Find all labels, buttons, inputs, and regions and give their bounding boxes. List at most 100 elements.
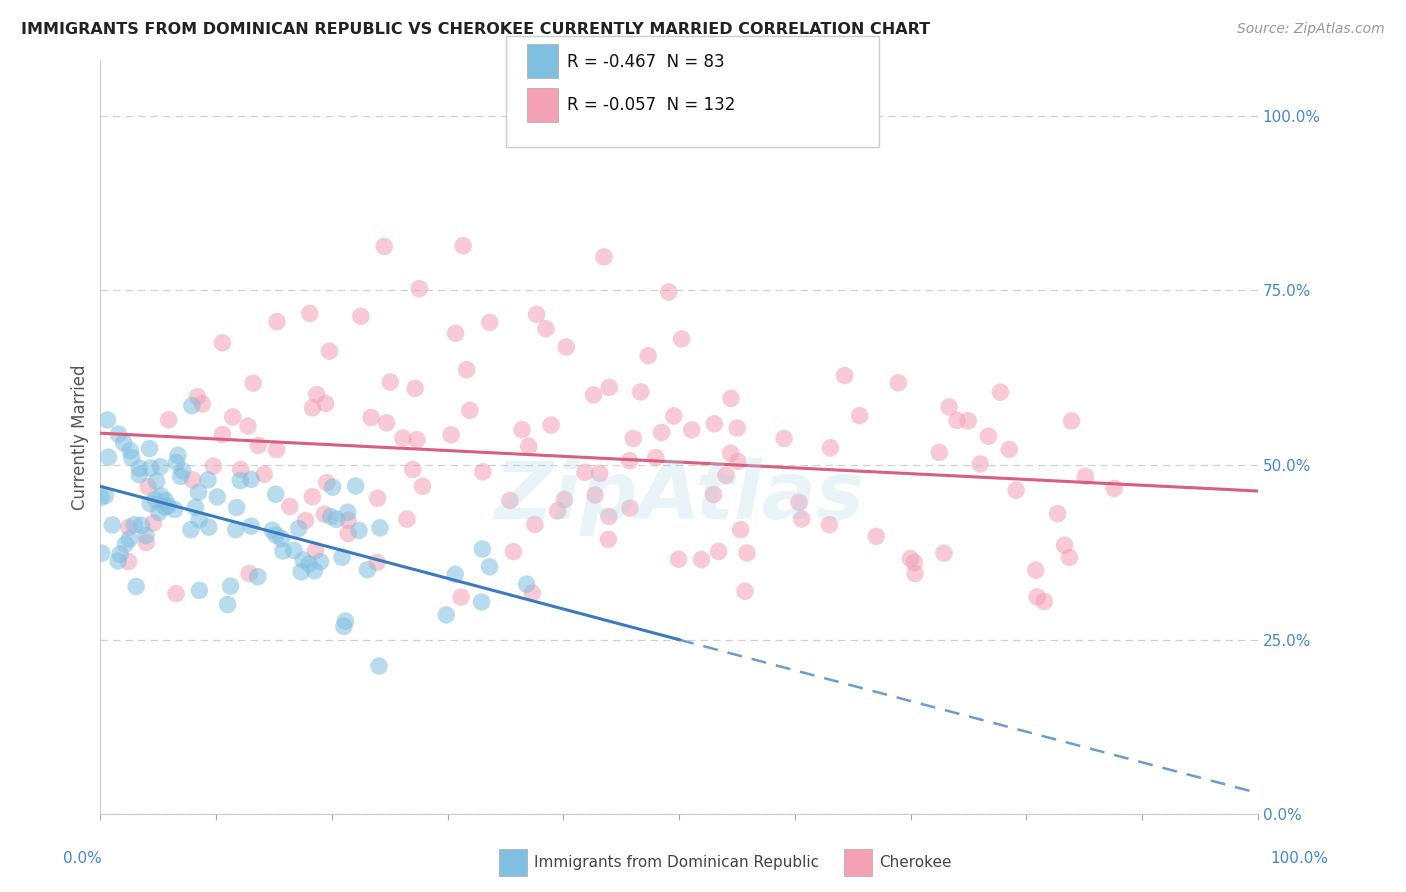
- Point: [1026, 590, 1049, 604]
- Point: [690, 552, 713, 566]
- Point: [651, 425, 673, 440]
- Point: [681, 423, 703, 437]
- Point: [292, 553, 315, 567]
- Point: [301, 401, 323, 415]
- Point: [165, 455, 187, 469]
- Point: [408, 282, 430, 296]
- Point: [727, 454, 749, 468]
- Point: [471, 542, 494, 557]
- Point: [318, 344, 340, 359]
- Point: [734, 584, 756, 599]
- Point: [319, 509, 342, 524]
- Text: ZipAtlas: ZipAtlas: [494, 458, 865, 536]
- Point: [107, 554, 129, 568]
- Point: [662, 409, 685, 423]
- Point: [287, 521, 309, 535]
- Point: [412, 479, 434, 493]
- Point: [848, 409, 870, 423]
- Point: [546, 504, 568, 518]
- Point: [598, 533, 620, 547]
- Point: [904, 566, 927, 581]
- Point: [402, 462, 425, 476]
- Point: [180, 399, 202, 413]
- Point: [526, 307, 548, 321]
- Point: [253, 467, 276, 482]
- Point: [264, 487, 287, 501]
- Point: [117, 555, 139, 569]
- Point: [471, 465, 494, 479]
- Point: [499, 493, 522, 508]
- Point: [730, 523, 752, 537]
- Text: 0.0%: 0.0%: [63, 851, 103, 865]
- Point: [165, 586, 187, 600]
- Point: [957, 414, 980, 428]
- Point: [434, 607, 457, 622]
- Point: [139, 497, 162, 511]
- Point: [471, 595, 494, 609]
- Point: [773, 432, 796, 446]
- Point: [120, 443, 142, 458]
- Point: [444, 326, 467, 341]
- Point: [118, 520, 141, 534]
- Point: [266, 442, 288, 457]
- Point: [834, 368, 856, 383]
- Point: [373, 239, 395, 253]
- Point: [264, 528, 287, 542]
- Point: [155, 493, 177, 508]
- Point: [240, 519, 263, 533]
- Point: [304, 564, 326, 578]
- Point: [534, 321, 557, 335]
- Point: [315, 396, 337, 410]
- Point: [238, 566, 260, 581]
- Point: [458, 403, 481, 417]
- Point: [262, 523, 284, 537]
- Text: R = -0.057  N = 132: R = -0.057 N = 132: [567, 96, 735, 114]
- Point: [714, 468, 737, 483]
- Point: [186, 390, 208, 404]
- Point: [90, 546, 112, 560]
- Point: [380, 375, 402, 389]
- Point: [932, 546, 955, 560]
- Point: [96, 413, 118, 427]
- Point: [101, 517, 124, 532]
- Point: [145, 475, 167, 489]
- Point: [135, 528, 157, 542]
- Point: [131, 518, 153, 533]
- Point: [375, 416, 398, 430]
- Point: [184, 500, 207, 515]
- Point: [946, 413, 969, 427]
- Point: [169, 469, 191, 483]
- Point: [502, 544, 524, 558]
- Point: [246, 570, 269, 584]
- Point: [621, 432, 644, 446]
- Point: [450, 590, 472, 604]
- Point: [1060, 414, 1083, 428]
- Point: [574, 465, 596, 479]
- Point: [136, 480, 159, 494]
- Point: [478, 559, 501, 574]
- Point: [242, 376, 264, 391]
- Point: [211, 335, 233, 350]
- Point: [304, 543, 326, 558]
- Point: [283, 543, 305, 558]
- Point: [315, 475, 337, 490]
- Point: [167, 448, 190, 462]
- Point: [395, 512, 418, 526]
- Point: [444, 567, 467, 582]
- Point: [598, 509, 620, 524]
- Point: [368, 659, 391, 673]
- Point: [360, 410, 382, 425]
- Point: [229, 474, 252, 488]
- Point: [969, 457, 991, 471]
- Point: [240, 472, 263, 486]
- Point: [404, 381, 426, 395]
- Point: [478, 315, 501, 329]
- Point: [118, 532, 141, 546]
- Point: [1025, 563, 1047, 577]
- Text: Immigrants from Dominican Republic: Immigrants from Dominican Republic: [534, 855, 820, 870]
- Point: [368, 521, 391, 535]
- Point: [787, 495, 810, 509]
- Point: [142, 516, 165, 530]
- Point: [583, 488, 606, 502]
- Point: [347, 524, 370, 538]
